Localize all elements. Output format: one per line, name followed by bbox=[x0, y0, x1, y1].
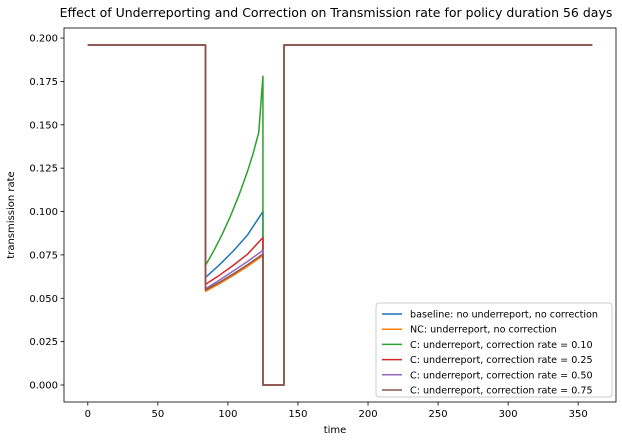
y-tick-label: 0.125 bbox=[29, 164, 58, 175]
y-axis: 0.000 0.025 0.050 0.075 0.100 0.125 0.150 0.175… bbox=[29, 34, 64, 392]
series-line-5 bbox=[87, 44, 593, 386]
y-tick-label: 0.075 bbox=[29, 250, 58, 261]
legend-label-0: baseline: no underreport, no correction bbox=[410, 310, 598, 321]
x-tick-label: 150 bbox=[288, 409, 307, 420]
legend-label-5: C: underreport, correction rate = 0.75 bbox=[410, 386, 593, 397]
y-tick-label: 0.050 bbox=[29, 294, 58, 305]
legend-box bbox=[375, 302, 613, 398]
y-tick-label: 0.200 bbox=[29, 34, 58, 45]
plot-frame bbox=[63, 27, 617, 403]
x-axis-label: time bbox=[324, 425, 347, 436]
y-tick-label: 0.175 bbox=[29, 77, 58, 88]
x-axis: 0 50 100 150 200 250 300 350 bbox=[85, 402, 588, 420]
chart-title: Effect of Underreporting and Correction … bbox=[60, 5, 613, 20]
legend-label-4: C: underreport, correction rate = 0.50 bbox=[410, 370, 593, 381]
series-layer bbox=[87, 44, 593, 386]
legend-label-2: C: underreport, correction rate = 0.10 bbox=[410, 340, 593, 351]
x-tick-label: 350 bbox=[569, 409, 588, 420]
legend: baseline: no underreport, no correction N… bbox=[375, 302, 613, 398]
plot-area bbox=[63, 27, 617, 403]
x-tick-label: 100 bbox=[218, 409, 237, 420]
x-tick-label: 250 bbox=[429, 409, 448, 420]
x-tick-label: 50 bbox=[152, 409, 165, 420]
x-tick-label: 200 bbox=[358, 409, 377, 420]
y-tick-label: 0.100 bbox=[29, 207, 58, 218]
y-tick-label: 0.000 bbox=[29, 381, 58, 392]
y-tick-label: 0.150 bbox=[29, 120, 58, 131]
y-tick-label: 0.025 bbox=[29, 337, 58, 348]
legend-label-3: C: underreport, correction rate = 0.25 bbox=[410, 355, 593, 366]
x-tick-label: 0 bbox=[85, 409, 91, 420]
y-axis-label: transmission rate bbox=[6, 171, 17, 258]
legend-label-1: NC: underreport, no correction bbox=[410, 325, 557, 336]
x-tick-label: 300 bbox=[499, 409, 518, 420]
